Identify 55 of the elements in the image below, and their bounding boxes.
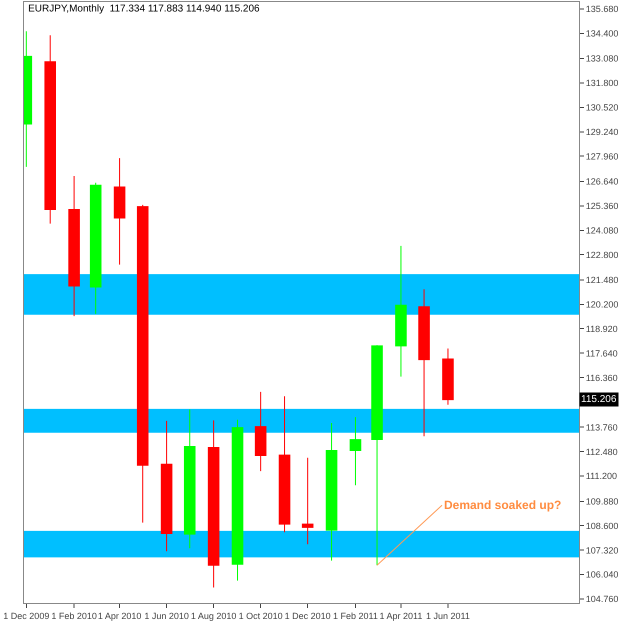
candlestick [350,416,362,486]
y-tick-label: 108.600 [586,520,618,531]
y-tick-label: 127.960 [586,151,618,162]
candlestick [184,408,196,549]
y-tick-label: 106.040 [586,570,618,580]
candlestick [136,204,148,524]
x-tick-label: 1 Aug 2010 [190,610,236,621]
y-tick-label: 120.200 [586,299,618,310]
chart-title: EURJPY,Monthly 117.334 117.883 114.940 115.206 [28,3,260,14]
y-tick-label: 116.360 [586,372,618,383]
y-tick-label: 126.640 [586,176,618,187]
candlestick [371,344,383,566]
candlestick [418,288,430,437]
y-tick-label: 131.800 [586,78,618,88]
y-tick-label: 122.800 [586,250,618,260]
candlestick [278,396,290,533]
annotation: Demand soaked up? [444,498,562,512]
y-tick-label: 112.480 [586,446,618,457]
y-tick-label: 124.080 [586,225,618,236]
y-tick-label: 130.520 [586,102,618,112]
x-tick-label: 1 Dec 2009 [3,610,50,621]
y-tick-label: 135.680 [586,4,618,14]
y-tick-label: 113.760 [586,422,618,432]
y-tick-label: 109.880 [586,496,618,506]
candlestick [44,34,56,224]
y-tick-label: 134.400 [586,28,618,38]
candlestick [114,158,126,266]
y-tick-label: 111.200 [586,471,618,482]
y-tick-label: 107.320 [586,545,618,556]
candlestick [302,457,314,545]
y-tick-label: 129.240 [586,126,618,137]
candlestick [395,245,407,378]
annotation: 115.206 [581,394,617,405]
y-tick-label: 104.760 [586,594,618,604]
y-tick-label: 133.080 [586,54,618,64]
x-tick-label: 1 Feb 2010 [51,610,97,621]
candlestick [254,391,266,472]
candlestick [68,176,80,317]
x-tick-label: 1 Apr 2011 [380,610,422,621]
candlestick [326,422,338,562]
x-tick-label: 1 Jun 2011 [426,610,470,621]
x-tick-label: 1 Jun 2010 [144,610,189,621]
candlestick [208,420,220,588]
x-tick-label: 1 Feb 2011 [333,610,378,621]
x-tick-label: 1 Oct 2010 [238,610,283,621]
candlestick [442,348,454,406]
candlestick [160,420,172,552]
candlestick [232,419,244,582]
y-tick-label: 118.920 [586,324,618,334]
y-tick-label: 121.480 [586,275,618,286]
x-tick-label: 1 Apr 2010 [98,610,142,621]
candlestick [90,182,102,314]
x-tick-label: 1 Dec 2010 [284,610,331,621]
y-tick-label: 117.640 [586,348,618,358]
y-tick-label: 125.360 [586,200,618,211]
